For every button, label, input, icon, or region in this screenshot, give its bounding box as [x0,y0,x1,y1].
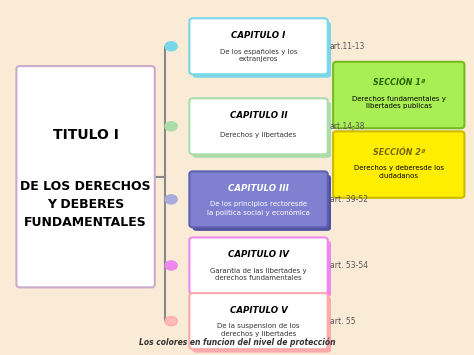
Text: Derechos fundamentales y
libertades publicas: Derechos fundamentales y libertades publ… [352,95,446,109]
Circle shape [165,42,177,51]
FancyBboxPatch shape [190,237,328,294]
Text: Garantia de las libertades y
derechos fundamentales: Garantia de las libertades y derechos fu… [210,268,307,281]
Text: CAPITULO IV: CAPITULO IV [228,250,289,259]
FancyBboxPatch shape [333,62,465,128]
Text: CAPITULO III: CAPITULO III [228,184,289,193]
FancyBboxPatch shape [192,175,331,231]
Text: art.14-38: art.14-38 [329,122,365,131]
FancyBboxPatch shape [192,297,331,353]
Text: TITULO I: TITULO I [53,128,118,142]
FancyBboxPatch shape [190,18,328,74]
Circle shape [165,122,177,131]
Text: De los principios rectoresde
la politica social y económica: De los principios rectoresde la politica… [207,201,310,216]
Text: SECCIÓN 2ª: SECCIÓN 2ª [373,148,425,157]
FancyBboxPatch shape [190,293,328,349]
Circle shape [165,317,177,326]
Text: art. 53-54: art. 53-54 [329,261,368,270]
Text: art. 55: art. 55 [329,317,355,326]
FancyBboxPatch shape [190,98,328,154]
Text: Los colores en funcion del nivel de protección: Los colores en funcion del nivel de prot… [139,338,336,347]
Text: CAPITULO I: CAPITULO I [231,31,286,40]
Circle shape [165,261,177,270]
FancyBboxPatch shape [17,66,155,288]
FancyBboxPatch shape [192,102,331,158]
Circle shape [165,195,177,204]
FancyBboxPatch shape [333,131,465,198]
Text: art. 39-52: art. 39-52 [329,195,368,204]
Text: DE LOS DERECHOS
Y DEBERES
FUNDAMENTALES: DE LOS DERECHOS Y DEBERES FUNDAMENTALES [20,180,151,229]
Text: Derechos y libertades: Derechos y libertades [220,132,297,138]
Text: art.11-13: art.11-13 [329,42,365,51]
Text: CAPITULO II: CAPITULO II [230,111,287,120]
Text: Derechos y deberesde los
ciudadanos: Derechos y deberesde los ciudadanos [354,165,444,179]
FancyBboxPatch shape [192,241,331,297]
FancyBboxPatch shape [190,171,328,227]
Text: De la suspension de los
derechos y libertades: De la suspension de los derechos y liber… [217,323,300,337]
Text: CAPITULO V: CAPITULO V [230,306,287,315]
Text: SECCIÓN 1ª: SECCIÓN 1ª [373,78,425,87]
FancyBboxPatch shape [192,22,331,78]
Text: De los españoles y los
extranjeros: De los españoles y los extranjeros [220,49,297,62]
